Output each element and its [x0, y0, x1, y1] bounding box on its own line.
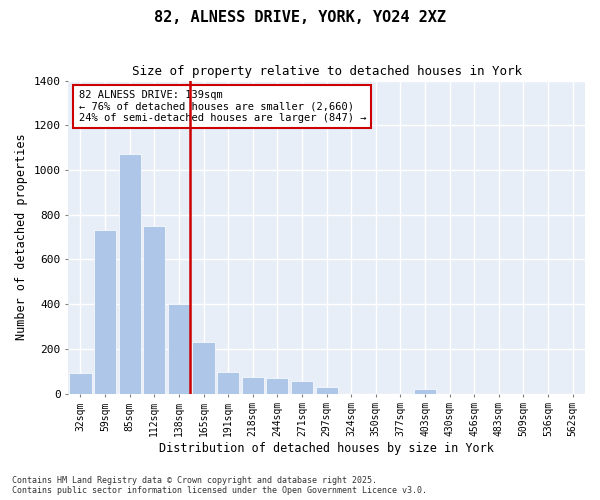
Bar: [316, 387, 338, 394]
Bar: [193, 342, 215, 394]
Bar: [266, 378, 289, 394]
Bar: [119, 154, 141, 394]
Title: Size of property relative to detached houses in York: Size of property relative to detached ho…: [131, 65, 521, 78]
Text: 82, ALNESS DRIVE, YORK, YO24 2XZ: 82, ALNESS DRIVE, YORK, YO24 2XZ: [154, 10, 446, 25]
Text: 82 ALNESS DRIVE: 139sqm
← 76% of detached houses are smaller (2,660)
24% of semi: 82 ALNESS DRIVE: 139sqm ← 76% of detache…: [79, 90, 366, 123]
Bar: [291, 382, 313, 394]
Bar: [217, 372, 239, 394]
Bar: [143, 226, 166, 394]
Bar: [94, 230, 116, 394]
Bar: [414, 389, 436, 394]
X-axis label: Distribution of detached houses by size in York: Distribution of detached houses by size …: [159, 442, 494, 455]
Bar: [242, 377, 264, 394]
Text: Contains HM Land Registry data © Crown copyright and database right 2025.
Contai: Contains HM Land Registry data © Crown c…: [12, 476, 427, 495]
Bar: [168, 304, 190, 394]
Y-axis label: Number of detached properties: Number of detached properties: [15, 134, 28, 340]
Bar: [70, 374, 92, 394]
